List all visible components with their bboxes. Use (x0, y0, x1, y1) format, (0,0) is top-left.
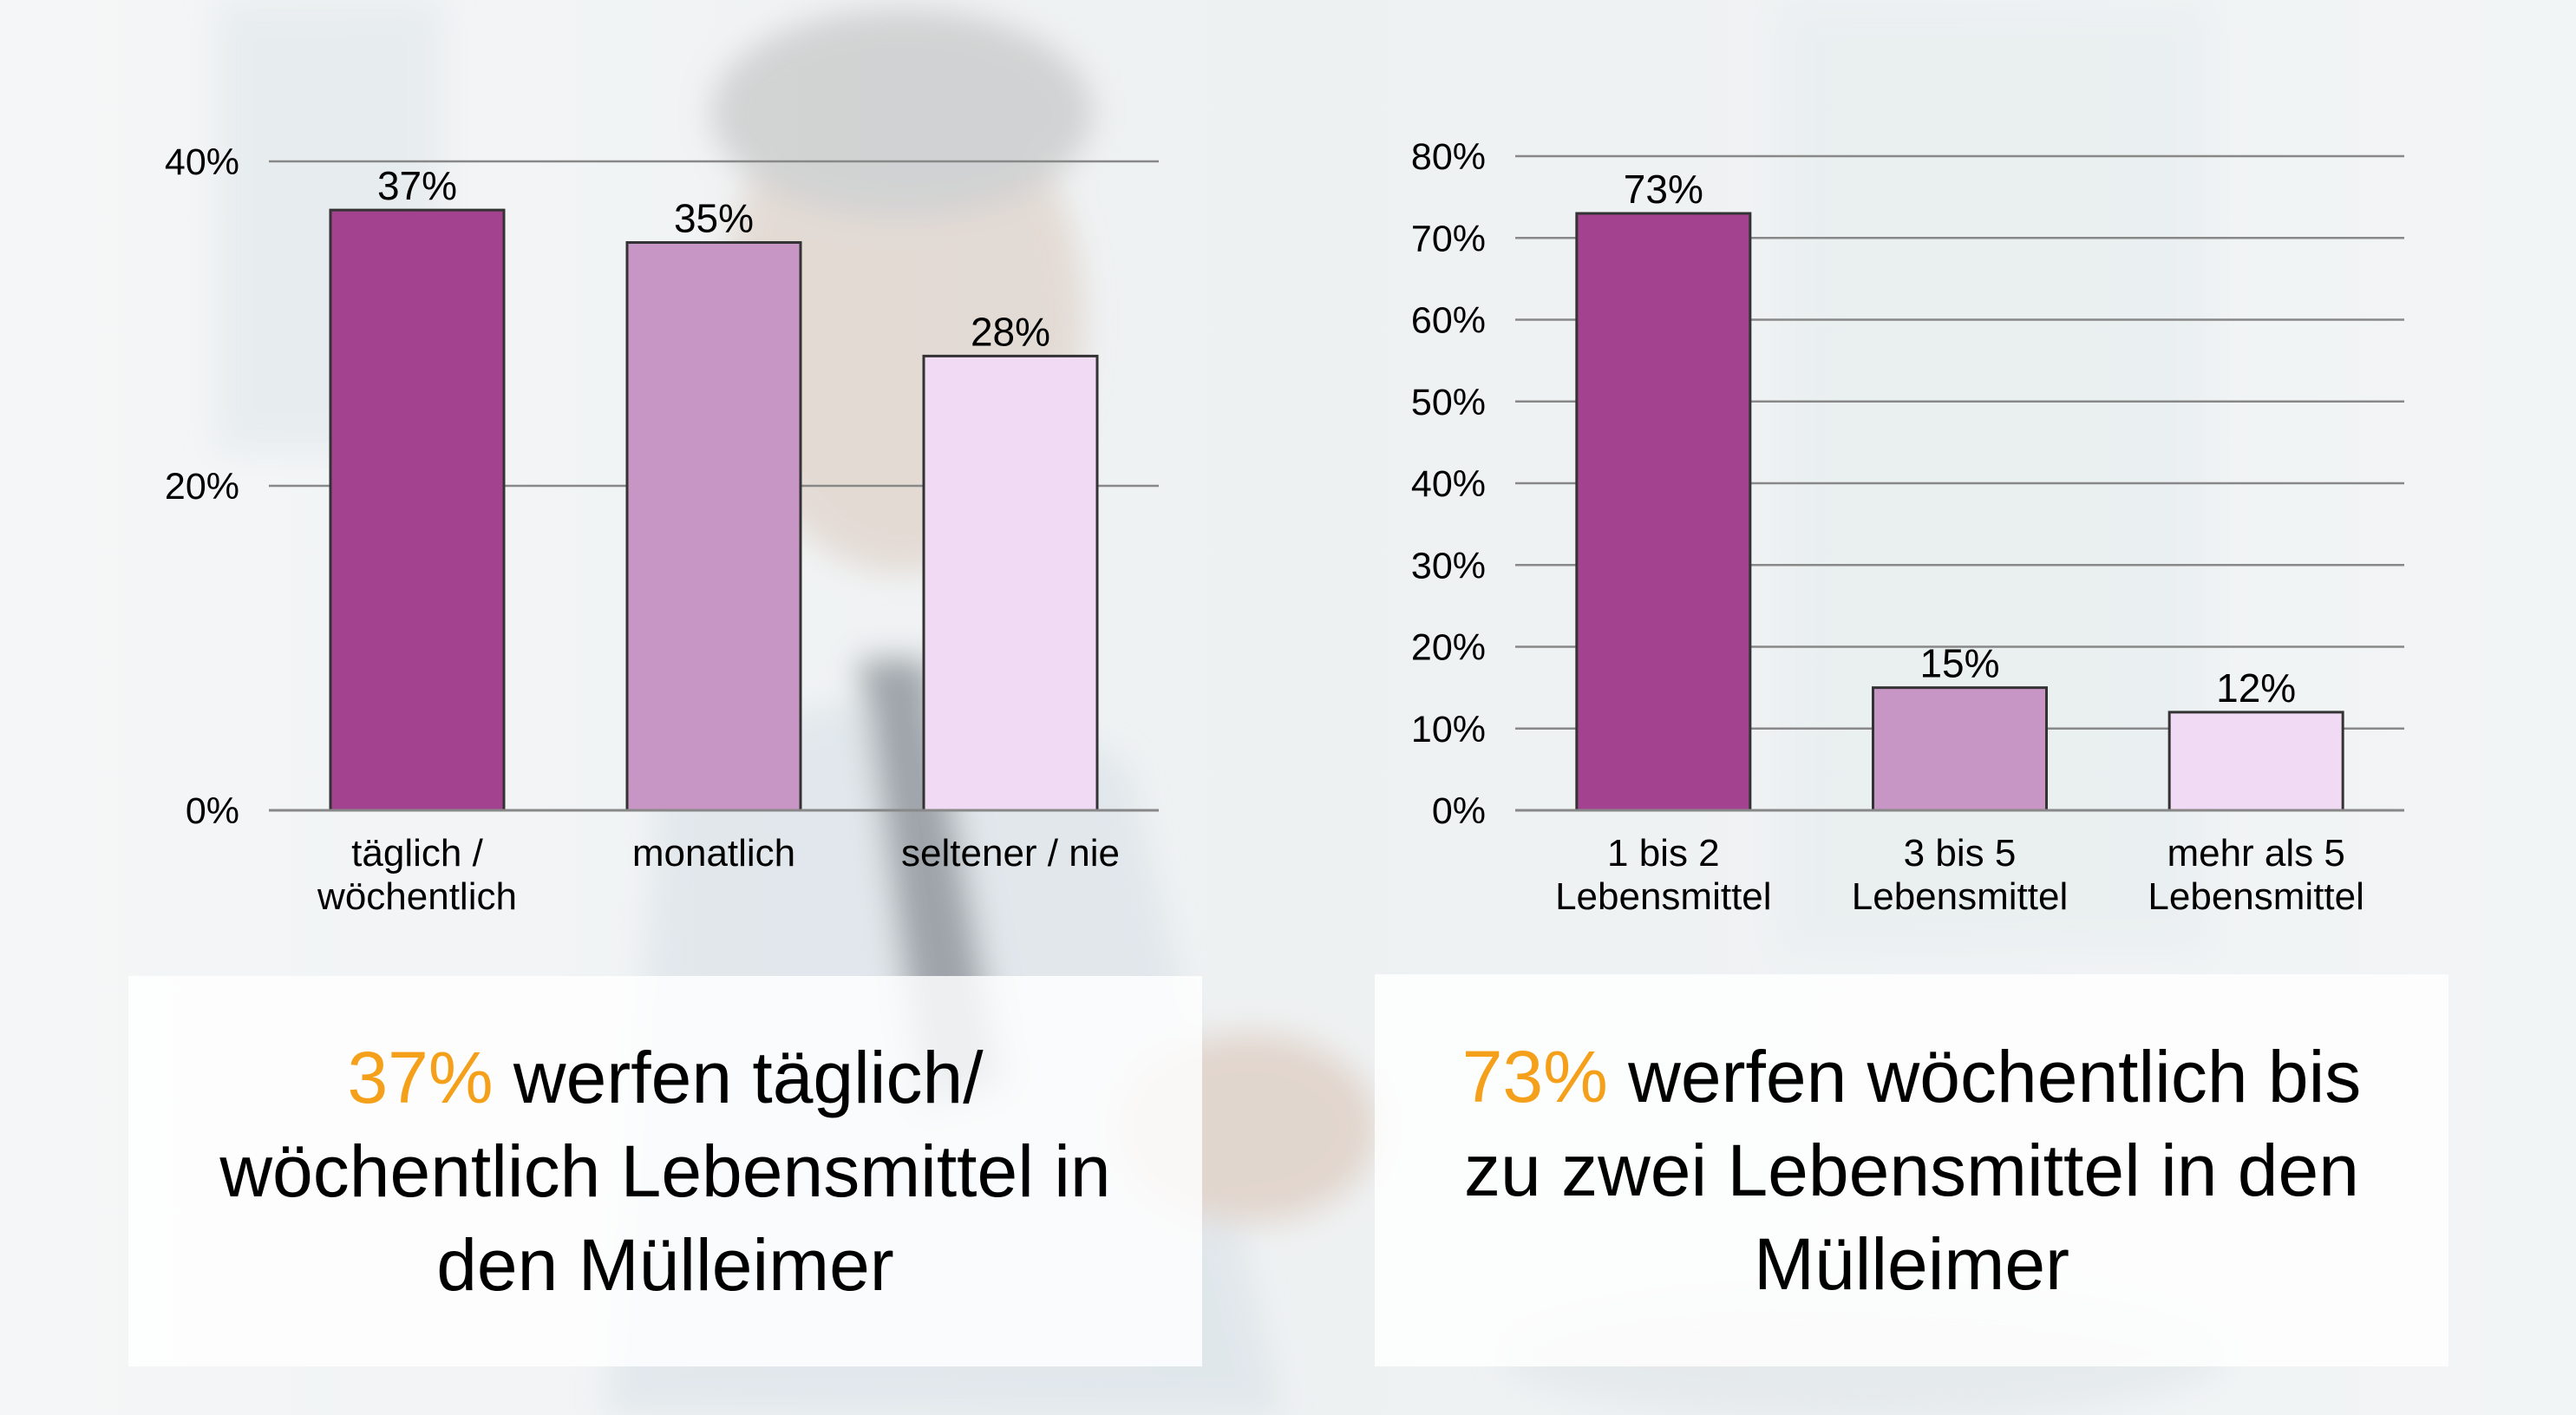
y-tick-label: 0% (186, 790, 239, 832)
x-tick-label: Lebensmittel (1555, 875, 1771, 918)
caption-left: 37% werfen täglich/ wöchentlich Lebensmi… (219, 1031, 1110, 1312)
y-tick-label: 20% (165, 466, 239, 508)
y-tick-label: 0% (1432, 790, 1486, 832)
caption-box-right: 73% werfen wöchentlich bis zu zwei Leben… (1375, 974, 2449, 1366)
bar (625, 241, 802, 812)
x-tick-label: Lebensmittel (2148, 875, 2364, 918)
caption-right-line3: Mülleimer (1753, 1223, 2070, 1305)
x-tick-label: wöchentlich (317, 875, 517, 918)
caption-box-left: 37% werfen täglich/ wöchentlich Lebensmi… (128, 976, 1202, 1366)
y-tick-label: 20% (1411, 627, 1486, 669)
bar (2167, 711, 2344, 812)
y-tick-label: 40% (165, 141, 239, 183)
data-label: 28% (971, 309, 1050, 354)
bar (1872, 686, 2048, 812)
caption-left-line2: wöchentlich Lebensmittel in (219, 1130, 1111, 1212)
x-tick-label: monatlich (632, 832, 795, 875)
y-tick-label: 10% (1411, 709, 1486, 750)
y-tick-label: 40% (1411, 463, 1486, 505)
data-label: 35% (674, 196, 754, 241)
x-tick-label: mehr als 5 (2167, 832, 2344, 875)
y-tick-label: 80% (1411, 136, 1486, 178)
bar (922, 354, 1099, 812)
data-label: 12% (2216, 665, 2296, 711)
bar (1575, 212, 1752, 812)
x-tick-label: 1 bis 2 (1607, 832, 1720, 875)
y-tick-label: 30% (1411, 545, 1486, 586)
y-tick-label: 70% (1411, 218, 1486, 259)
x-tick-label: täglich / (351, 832, 483, 875)
x-tick-label: 3 bis 5 (1904, 832, 2017, 875)
data-label: 15% (1919, 641, 1999, 686)
y-tick-label: 50% (1411, 382, 1486, 423)
bar (329, 208, 506, 812)
y-tick-label: 60% (1411, 300, 1486, 342)
caption-right-highlight: 73% (1461, 1036, 1608, 1117)
caption-right-line2: zu zwei Lebensmittel in den (1464, 1130, 2359, 1211)
data-label: 37% (377, 163, 457, 208)
caption-right: 73% werfen wöchentlich bis zu zwei Leben… (1462, 1030, 2362, 1311)
caption-left-line3: den Mülleimer (436, 1224, 894, 1306)
caption-left-line1: werfen täglich/ (493, 1037, 984, 1118)
caption-right-line1: werfen wöchentlich bis (1607, 1036, 2362, 1117)
x-tick-label: seltener / nie (901, 832, 1120, 875)
caption-left-highlight: 37% (347, 1037, 494, 1118)
data-label: 73% (1624, 167, 1703, 212)
x-tick-label: Lebensmittel (1852, 875, 2068, 918)
